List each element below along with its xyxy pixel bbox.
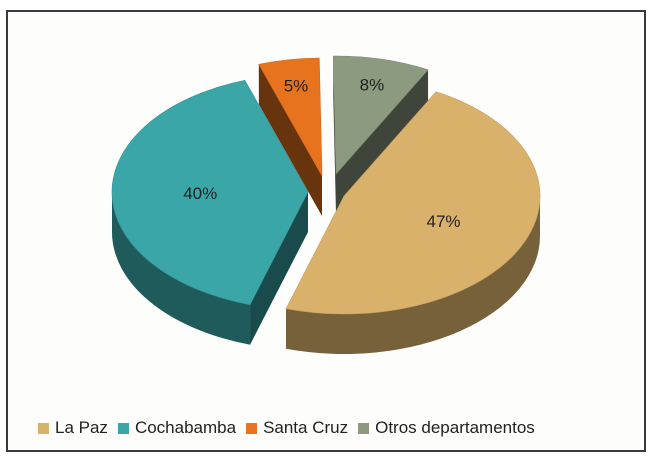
slice-side-la-paz [286, 196, 540, 354]
legend-item-la-paz: La Paz [38, 418, 108, 438]
chart-frame: 47% 40% 5% 8% La Paz Cochabamba Santa Cruz … [6, 10, 646, 452]
slice-santa-cruz [258, 57, 323, 177]
slice-cochabamba [111, 79, 309, 306]
data-label-cochabamba: 40% [183, 184, 217, 203]
slice-wall-otros-1 [336, 69, 429, 214]
legend-item-cochabamba: Cochabamba [117, 418, 237, 438]
legend-label-otros: Otros departamentos [375, 418, 535, 437]
legend-swatch-cochabamba [117, 422, 129, 434]
legend-label-santa-cruz: Santa Cruz [263, 418, 349, 437]
legend-item-santa-cruz: Santa Cruz [246, 418, 348, 438]
legend-swatch-santa-cruz [246, 422, 258, 434]
legend-swatch-otros [358, 422, 370, 434]
pie-tops [111, 55, 541, 315]
data-label-santa-cruz: 5% [284, 76, 309, 95]
legend-item-otros: Otros departamentos [358, 418, 535, 438]
slice-wall-santa-cruz-0 [258, 64, 322, 217]
data-label-otros: 8% [360, 76, 385, 95]
slice-wall-cochabamba-0 [250, 192, 308, 345]
slice-la-paz [285, 91, 541, 315]
legend-label-cochabamba: Cochabamba [134, 418, 237, 437]
legend-swatch-la-paz [38, 422, 49, 434]
legend: La Paz Cochabamba Santa Cruz Otros depar… [38, 416, 638, 440]
slice-side-cochabamba [112, 192, 251, 345]
pie-labels: 47% 40% 5% 8% [183, 76, 460, 231]
data-label-la-paz: 47% [427, 212, 461, 231]
pie-chart: 47% 40% 5% 8% [111, 55, 541, 354]
slice-otros [332, 55, 429, 175]
legend-label-la-paz: La Paz [55, 418, 108, 437]
